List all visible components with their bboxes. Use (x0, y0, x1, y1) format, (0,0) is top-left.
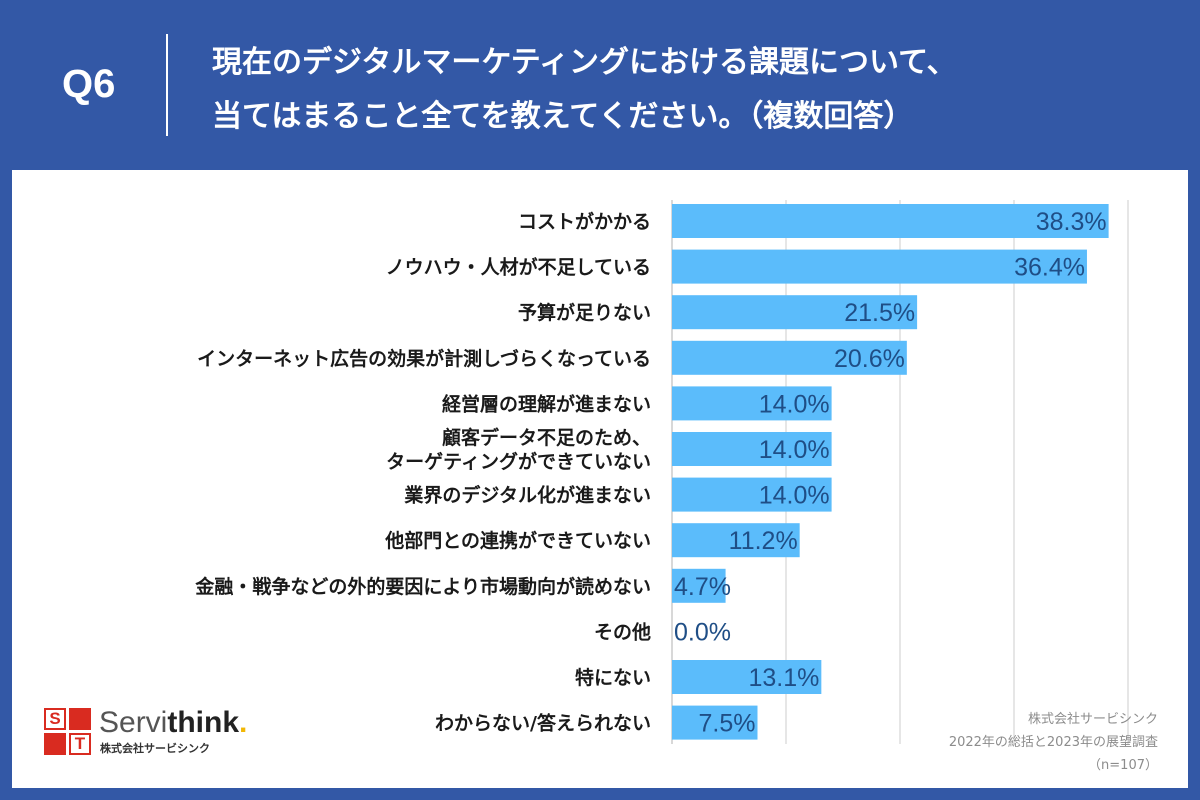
value-label: 11.2% (729, 527, 798, 555)
bar (672, 705, 758, 740)
category-label: 顧客データ不足のため、 (442, 426, 651, 449)
value-label: 14.0% (759, 482, 830, 510)
source-company: 株式会社サービシンク (1027, 712, 1158, 727)
bar (672, 432, 832, 466)
value-label: 0.0% (674, 618, 731, 646)
logo-subtitle: 株式会社サービシンク (100, 742, 210, 755)
logo-name-regular: Servi (99, 706, 168, 739)
value-label: 14.0% (759, 390, 830, 418)
category-label: その他 (594, 620, 651, 643)
category-label: 業界のデジタル化が進まない (403, 484, 651, 507)
value-label: 21.5% (844, 299, 915, 327)
bar (672, 386, 832, 421)
logo-wordmark: Servithink. (99, 706, 247, 740)
category-labels: コストがかかるノウハウ・人材が不足している予算が足りないインターネット広告の効果… (194, 210, 651, 735)
value-label: 14.0% (759, 436, 830, 464)
header: Q6 現在のデジタルマーケティングにおける課題について、 当てはまること全てを教… (0, 0, 1200, 170)
logo-red-square (44, 733, 66, 755)
bar (672, 477, 832, 512)
value-label: 38.3% (1036, 208, 1107, 236)
source-survey: 2022年の総括と2023年の展望調査 (948, 735, 1158, 750)
question-title: 現在のデジタルマーケティングにおける課題について、 当てはまること全てを教えてく… (212, 36, 1172, 144)
category-label: コストがかかる (518, 210, 651, 233)
servithink-logo: S T Servithink. 株式会社サービシンク (44, 706, 274, 758)
bars (672, 204, 1109, 740)
source-note: 株式会社サービシンク 2022年の総括と2023年の展望調査 （n=107） (949, 708, 1158, 777)
category-label: インターネット広告の効果が計測しづらくなっている (197, 347, 651, 370)
category-label: 予算が足りない (518, 301, 651, 324)
source-sample-size: （n=107） (1088, 758, 1158, 773)
logo-red-square (69, 708, 91, 730)
value-label: 20.6% (834, 345, 905, 373)
bar (672, 340, 907, 375)
logo-mark: S T (44, 708, 92, 756)
bar (672, 568, 726, 603)
header-divider (166, 34, 168, 136)
value-label: 13.1% (748, 664, 819, 692)
question-title-line2: 当てはまること全てを教えてください。（複数回答） (212, 99, 914, 134)
logo-dot: . (239, 706, 248, 739)
bar (672, 204, 1109, 238)
category-label: ノウハウ・人材が不足している (386, 256, 651, 279)
bar (672, 295, 918, 330)
logo-letter-t: T (69, 733, 91, 755)
bar (672, 660, 822, 694)
value-label: 4.7% (674, 573, 731, 601)
category-label: 金融・戦争などの外的要因により市場動向が読めない (194, 575, 651, 598)
category-label: わからない/答えられない (435, 712, 651, 735)
gridlines (671, 200, 1129, 744)
category-label: 他部門との連携ができていない (384, 529, 651, 552)
category-label: ターゲティングができていない (386, 450, 651, 473)
bar (672, 249, 1087, 284)
logo-name-bold: think (167, 706, 240, 739)
bar (672, 523, 800, 558)
value-label: 7.5% (699, 710, 756, 738)
question-number: Q6 (62, 62, 116, 106)
category-label: 経営層の理解が進まない (442, 392, 651, 415)
value-labels: 38.3%36.4%21.5%20.6%14.0%14.0%14.0%11.2%… (674, 208, 1107, 738)
value-label: 36.4% (1014, 254, 1085, 282)
logo-letter-s: S (44, 708, 66, 730)
category-label: 特にない (575, 667, 651, 689)
question-title-line1: 現在のデジタルマーケティングにおける課題について、 (212, 45, 957, 80)
